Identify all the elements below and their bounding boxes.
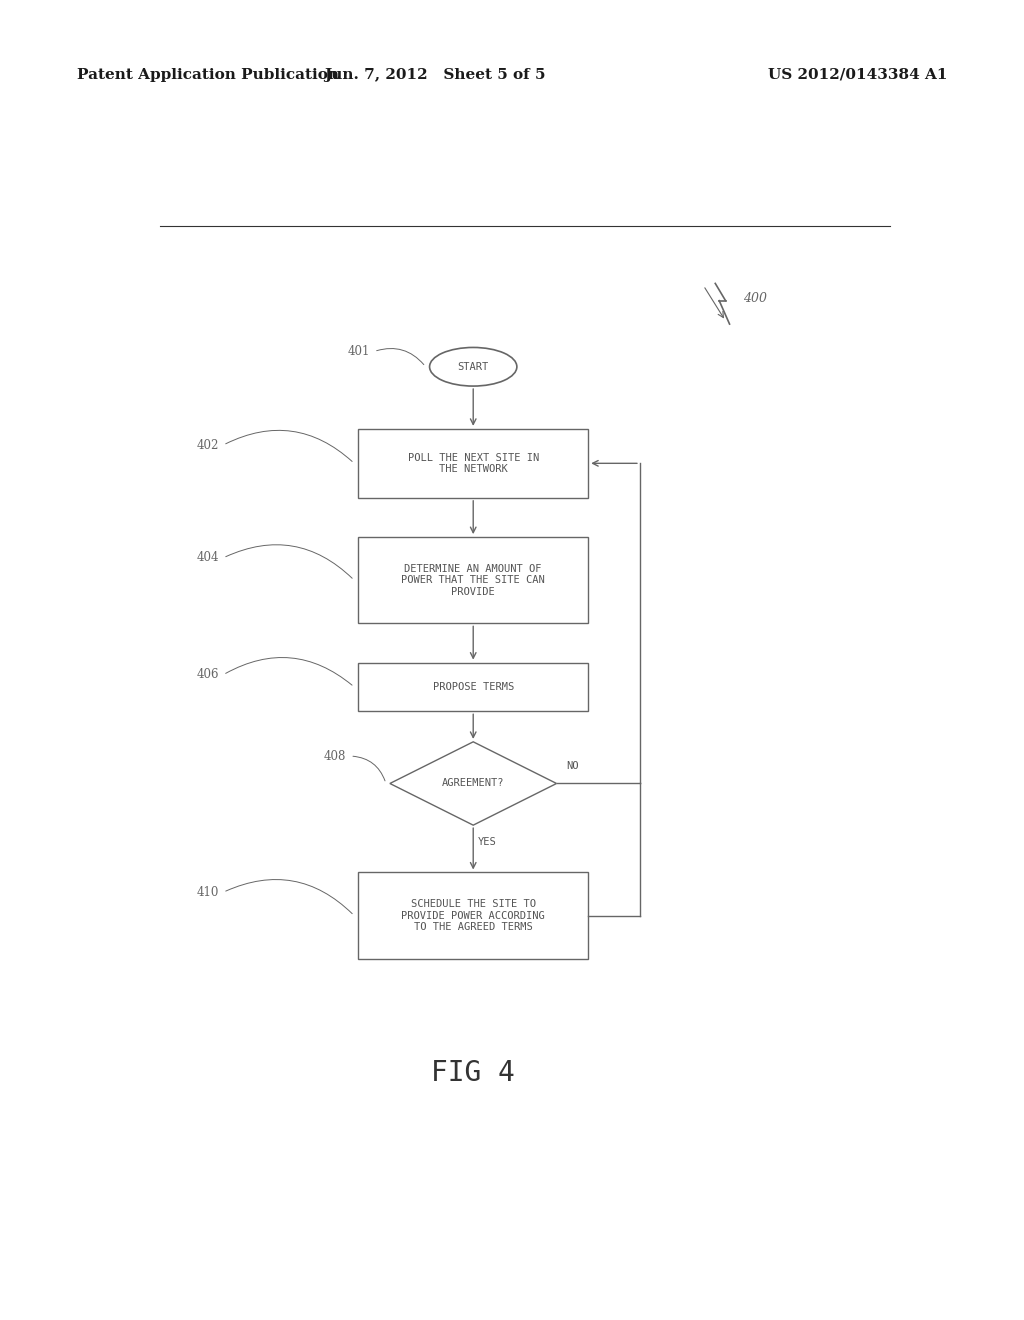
Text: 400: 400 [743, 292, 767, 305]
Polygon shape [390, 742, 557, 825]
Text: 408: 408 [324, 750, 346, 763]
Text: 402: 402 [197, 438, 219, 451]
Ellipse shape [430, 347, 517, 385]
Text: 401: 401 [348, 345, 370, 358]
Text: Jun. 7, 2012   Sheet 5 of 5: Jun. 7, 2012 Sheet 5 of 5 [325, 67, 546, 82]
Text: POLL THE NEXT SITE IN
THE NETWORK: POLL THE NEXT SITE IN THE NETWORK [408, 453, 539, 474]
Text: FIG 4: FIG 4 [431, 1059, 515, 1088]
Text: AGREEMENT?: AGREEMENT? [442, 779, 505, 788]
Bar [358, 537, 588, 623]
Bar [358, 663, 588, 711]
Text: NO: NO [566, 762, 579, 771]
Text: PROPOSE TERMS: PROPOSE TERMS [432, 682, 514, 692]
Text: US 2012/0143384 A1: US 2012/0143384 A1 [768, 67, 947, 82]
Text: 406: 406 [197, 668, 219, 681]
Text: DETERMINE AN AMOUNT OF
POWER THAT THE SITE CAN
PROVIDE: DETERMINE AN AMOUNT OF POWER THAT THE SI… [401, 564, 545, 597]
Bar [358, 429, 588, 498]
Text: Patent Application Publication: Patent Application Publication [77, 67, 339, 82]
Text: START: START [458, 362, 488, 372]
Text: 410: 410 [197, 886, 219, 899]
Text: 404: 404 [197, 552, 219, 565]
Text: SCHEDULE THE SITE TO
PROVIDE POWER ACCORDING
TO THE AGREED TERMS: SCHEDULE THE SITE TO PROVIDE POWER ACCOR… [401, 899, 545, 932]
Text: YES: YES [478, 837, 497, 847]
Bar [358, 873, 588, 958]
